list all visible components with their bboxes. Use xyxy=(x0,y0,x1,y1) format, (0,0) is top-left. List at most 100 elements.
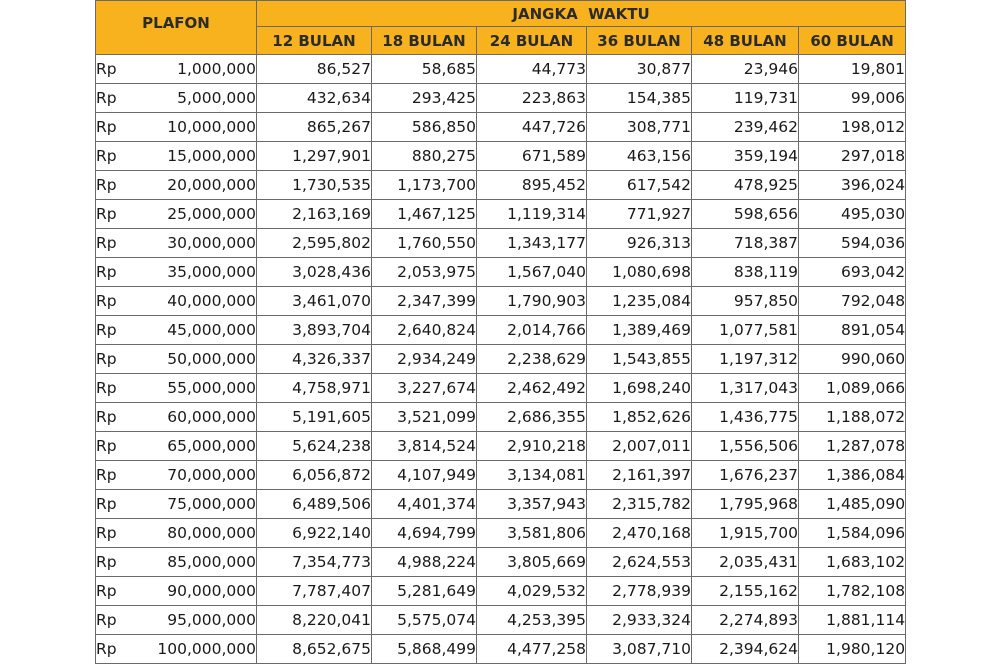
table-row: Rp 95,000,000 8,220,041 5,575,074 4,253,395 2… xyxy=(95,605,907,635)
table-row: Rp 10,000,000 865,267 586,850 447,726 308,771… xyxy=(95,112,907,142)
table-row: Rp 60,000,000 5,191,605 3,521,099 2,686,355 1… xyxy=(95,402,907,432)
installment-value: 671,589 xyxy=(476,141,587,171)
currency-label: Rp xyxy=(95,344,144,374)
installment-value: 1,389,469 xyxy=(586,315,692,345)
installment-value: 447,726 xyxy=(476,112,587,142)
installment-value: 5,281,649 xyxy=(371,576,477,606)
installment-value: 4,253,395 xyxy=(476,605,587,635)
currency-label: Rp xyxy=(95,83,144,113)
plafon-amount: 25,000,000 xyxy=(143,199,257,229)
installment-value: 1,915,700 xyxy=(691,518,799,548)
installment-value: 792,048 xyxy=(797,286,907,316)
installment-value: 4,326,337 xyxy=(256,344,372,374)
installment-value: 3,087,710 xyxy=(586,634,692,664)
term-24-header: 24 BULAN xyxy=(476,26,587,55)
plafon-amount: 30,000,000 xyxy=(143,228,257,258)
installment-value: 2,394,624 xyxy=(691,634,799,664)
currency-label: Rp xyxy=(95,460,144,490)
installment-value: 1,343,177 xyxy=(476,228,587,258)
currency-label: Rp xyxy=(95,199,144,229)
currency-label: Rp xyxy=(95,170,144,200)
installment-value: 86,527 xyxy=(256,54,372,84)
plafon-amount: 50,000,000 xyxy=(143,344,257,374)
installment-value: 2,007,011 xyxy=(586,431,692,461)
installment-value: 1,077,581 xyxy=(691,315,799,345)
installment-value: 1,556,506 xyxy=(691,431,799,461)
term-18-header: 18 BULAN xyxy=(371,26,477,55)
installment-value: 2,686,355 xyxy=(476,402,587,432)
installment-value: 2,470,168 xyxy=(586,518,692,548)
installment-value: 2,014,766 xyxy=(476,315,587,345)
installment-value: 3,028,436 xyxy=(256,257,372,287)
installment-value: 198,012 xyxy=(797,112,907,142)
installment-value: 4,477,258 xyxy=(476,634,587,664)
installment-value: 1,467,125 xyxy=(371,199,477,229)
term-48-header: 48 BULAN xyxy=(691,26,799,55)
installment-value: 2,347,399 xyxy=(371,286,477,316)
installment-value: 617,542 xyxy=(586,170,692,200)
installment-value: 1,567,040 xyxy=(476,257,587,287)
plafon-amount: 1,000,000 xyxy=(143,54,257,84)
installment-value: 239,462 xyxy=(691,112,799,142)
installment-value: 693,042 xyxy=(797,257,907,287)
installment-value: 223,863 xyxy=(476,83,587,113)
installment-value: 23,946 xyxy=(691,54,799,84)
table-row: Rp 15,000,000 1,297,901 880,275 671,589 463,1… xyxy=(95,141,907,171)
installment-value: 2,595,802 xyxy=(256,228,372,258)
plafon-amount: 100,000,000 xyxy=(143,634,257,664)
table-row: Rp 85,000,000 7,354,773 4,988,224 3,805,669 2… xyxy=(95,547,907,577)
installment-value: 3,357,943 xyxy=(476,489,587,519)
table-row: Rp 25,000,000 2,163,169 1,467,125 1,119,314 7… xyxy=(95,199,907,229)
plafon-amount: 85,000,000 xyxy=(143,547,257,577)
installment-value: 2,274,893 xyxy=(691,605,799,635)
table-row: Rp 70,000,000 6,056,872 4,107,949 3,134,081 2… xyxy=(95,460,907,490)
header-row-top: PLAFON JANGKA WAKTU xyxy=(95,0,907,55)
term-36-header: 36 BULAN xyxy=(586,26,692,55)
installment-value: 4,107,949 xyxy=(371,460,477,490)
installment-value: 1,235,084 xyxy=(586,286,692,316)
installment-value: 1,287,078 xyxy=(797,431,907,461)
plafon-amount: 75,000,000 xyxy=(143,489,257,519)
installment-value: 308,771 xyxy=(586,112,692,142)
installment-value: 1,584,096 xyxy=(797,518,907,548)
installment-value: 5,575,074 xyxy=(371,605,477,635)
plafon-amount: 10,000,000 xyxy=(143,112,257,142)
currency-label: Rp xyxy=(95,315,144,345)
plafon-amount: 65,000,000 xyxy=(143,431,257,461)
installment-value: 891,054 xyxy=(797,315,907,345)
installment-value: 2,315,782 xyxy=(586,489,692,519)
installment-value: 1,119,314 xyxy=(476,199,587,229)
installment-value: 598,656 xyxy=(691,199,799,229)
installment-value: 396,024 xyxy=(797,170,907,200)
installment-value: 594,036 xyxy=(797,228,907,258)
term-12-header: 12 BULAN xyxy=(256,26,372,55)
plafon-amount: 95,000,000 xyxy=(143,605,257,635)
installment-value: 880,275 xyxy=(371,141,477,171)
installment-value: 2,035,431 xyxy=(691,547,799,577)
plafon-amount: 5,000,000 xyxy=(143,83,257,113)
plafon-amount: 80,000,000 xyxy=(143,518,257,548)
installment-value: 865,267 xyxy=(256,112,372,142)
installment-value: 2,910,218 xyxy=(476,431,587,461)
installment-value: 1,386,084 xyxy=(797,460,907,490)
installment-value: 1,795,968 xyxy=(691,489,799,519)
installment-value: 3,521,099 xyxy=(371,402,477,432)
installment-value: 990,060 xyxy=(797,344,907,374)
installment-value: 1,790,903 xyxy=(476,286,587,316)
plafon-amount: 35,000,000 xyxy=(143,257,257,287)
installment-value: 2,624,553 xyxy=(586,547,692,577)
installment-value: 1,317,043 xyxy=(691,373,799,403)
installment-value: 19,801 xyxy=(797,54,907,84)
installment-value: 1,485,090 xyxy=(797,489,907,519)
table-row: Rp 90,000,000 7,787,407 5,281,649 4,029,532 2… xyxy=(95,576,907,606)
term-header: JANGKA WAKTU xyxy=(255,0,907,27)
installment-value: 4,029,532 xyxy=(476,576,587,606)
header-row-terms: 12 BULAN 18 BULAN 24 BULAN 36 BULAN 48 B… xyxy=(96,26,907,55)
installment-value: 4,758,971 xyxy=(256,373,372,403)
installment-value: 1,852,626 xyxy=(586,402,692,432)
installment-value: 1,782,108 xyxy=(797,576,907,606)
installment-value: 463,156 xyxy=(586,141,692,171)
installment-value: 1,080,698 xyxy=(586,257,692,287)
term-60-header: 60 BULAN xyxy=(797,26,907,55)
installment-value: 7,354,773 xyxy=(256,547,372,577)
